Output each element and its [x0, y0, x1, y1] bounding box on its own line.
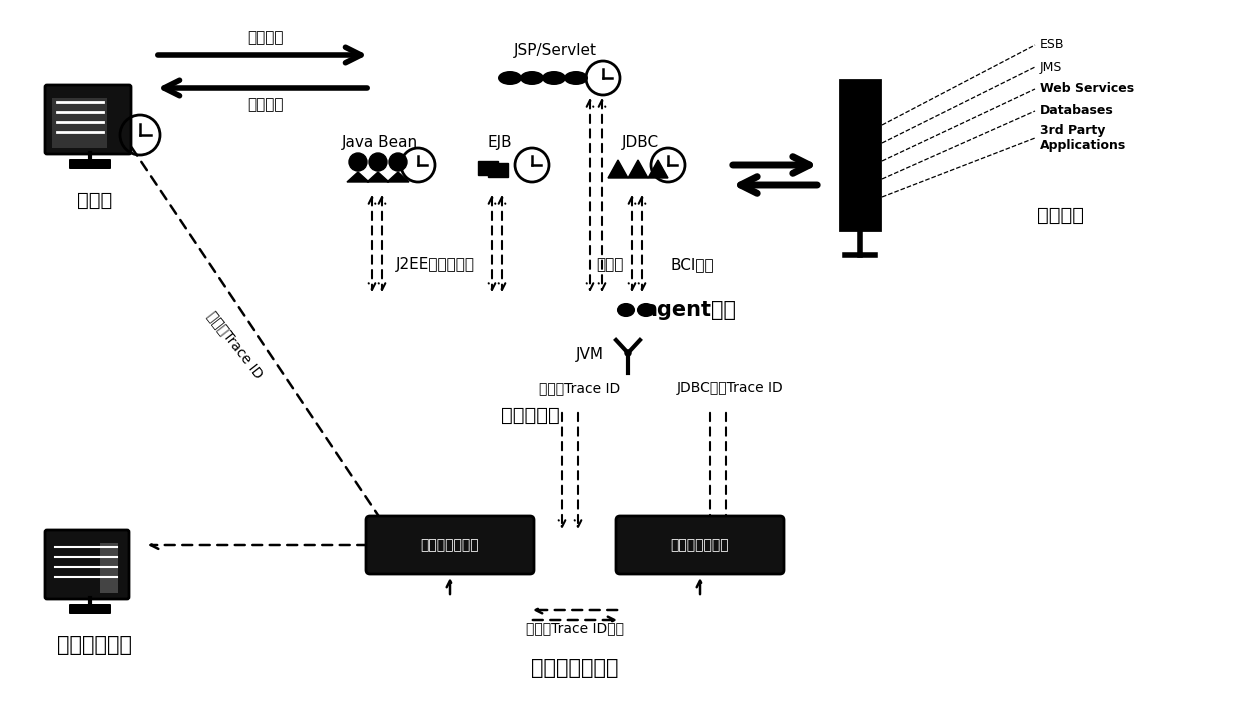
Circle shape — [389, 153, 406, 171]
Text: Java Bean: Java Bean — [342, 135, 418, 150]
Text: 监控管理界面: 监控管理界面 — [57, 635, 133, 655]
Bar — [478, 161, 498, 175]
Text: 监控管理服务器: 监控管理服务器 — [532, 658, 618, 678]
Text: Web Services: Web Services — [1040, 83, 1134, 95]
Text: 用户体验采集器: 用户体验采集器 — [421, 538, 479, 552]
Text: EJB: EJB — [488, 135, 512, 150]
Text: 类加载: 类加载 — [596, 258, 623, 273]
Circle shape — [624, 350, 631, 356]
Text: JSP/Servlet: JSP/Servlet — [513, 42, 596, 57]
Bar — [840, 80, 880, 230]
Polygon shape — [628, 160, 648, 178]
Bar — [488, 163, 508, 177]
Polygon shape — [347, 172, 369, 182]
Polygon shape — [608, 160, 628, 178]
Text: JDBC: JDBC — [622, 135, 659, 150]
Bar — [52, 98, 107, 148]
FancyBboxPatch shape — [69, 159, 112, 169]
FancyBboxPatch shape — [45, 530, 129, 599]
Text: agent探针: agent探针 — [643, 300, 736, 320]
Text: 浏览器: 浏览器 — [77, 191, 113, 210]
FancyBboxPatch shape — [45, 85, 131, 154]
Text: 类调用Trace ID: 类调用Trace ID — [539, 381, 621, 395]
Text: 浏览器Trace ID: 浏览器Trace ID — [204, 309, 265, 381]
FancyBboxPatch shape — [616, 516, 784, 574]
Ellipse shape — [520, 71, 544, 85]
Text: Databases: Databases — [1040, 104, 1114, 117]
Ellipse shape — [541, 71, 566, 85]
Text: ESB: ESB — [1040, 39, 1064, 52]
Ellipse shape — [498, 71, 522, 85]
Text: 外部系统: 外部系统 — [1037, 205, 1083, 225]
Text: JVM: JVM — [576, 347, 603, 362]
Bar — [100, 543, 118, 593]
Text: JMS: JMS — [1040, 61, 1062, 73]
Text: BCI插码: BCI插码 — [670, 258, 714, 273]
Circle shape — [369, 153, 387, 171]
Text: 应用服务器: 应用服务器 — [501, 405, 559, 424]
Circle shape — [349, 153, 367, 171]
Text: 访问应答: 访问应答 — [247, 97, 284, 112]
Text: 3rd Party
Applications: 3rd Party Applications — [1040, 124, 1126, 152]
Text: JDBC调用Trace ID: JDBC调用Trace ID — [676, 381, 783, 395]
Text: 服务器端采集器: 服务器端采集器 — [670, 538, 730, 552]
Ellipse shape — [618, 304, 634, 316]
Ellipse shape — [638, 304, 654, 316]
FancyBboxPatch shape — [69, 604, 112, 614]
Polygon shape — [387, 172, 409, 182]
Ellipse shape — [564, 71, 589, 85]
Text: 访问请求: 访问请求 — [247, 30, 284, 45]
Text: 前后端Trace ID匹配: 前后端Trace ID匹配 — [527, 621, 624, 635]
FancyBboxPatch shape — [366, 516, 534, 574]
Polygon shape — [367, 172, 389, 182]
Text: J2EE应用服务器: J2EE应用服务器 — [395, 258, 475, 273]
Polygon shape — [648, 160, 668, 178]
